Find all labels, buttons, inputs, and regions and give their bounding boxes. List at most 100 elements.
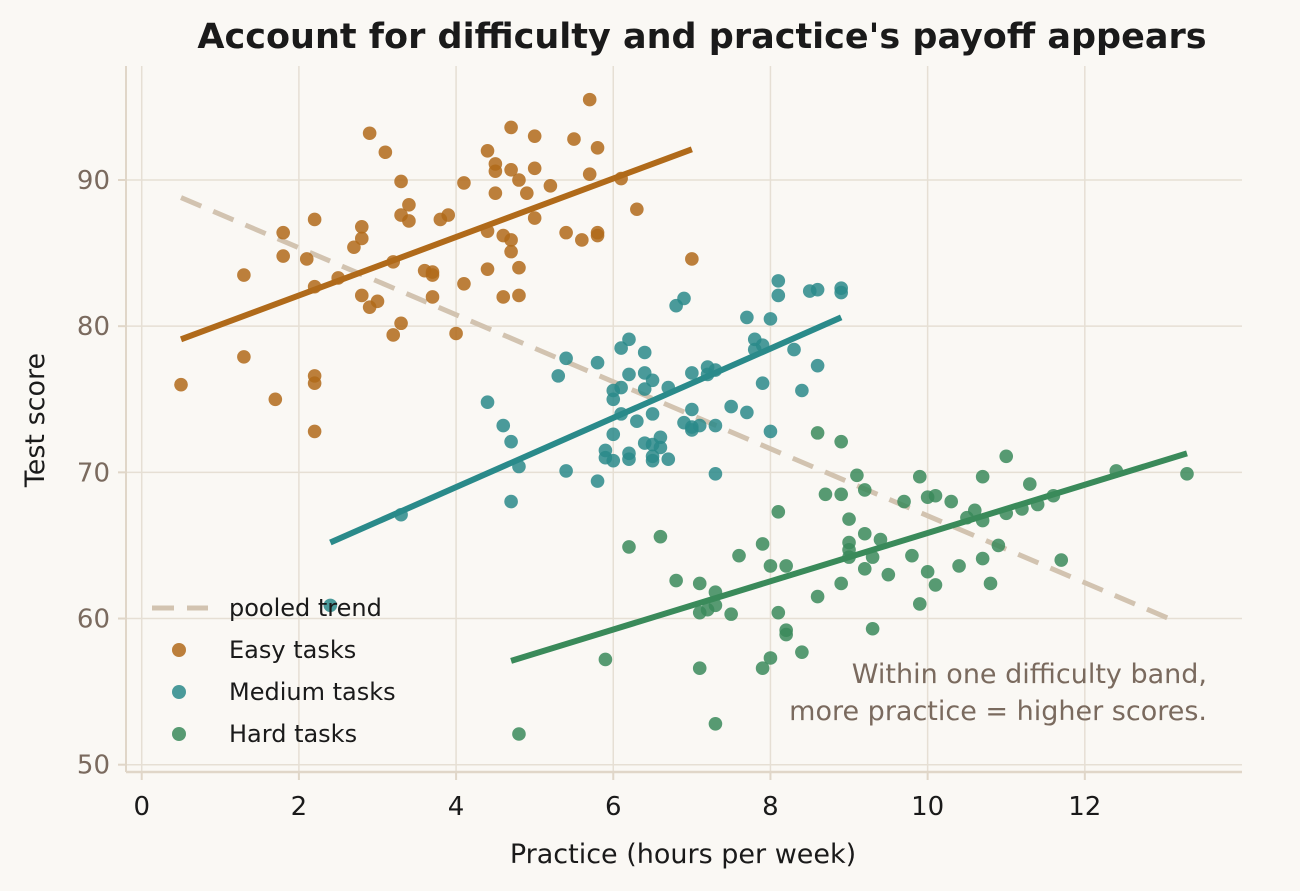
easy-tasks-point bbox=[394, 174, 408, 189]
medium-tasks-point bbox=[598, 443, 613, 458]
hard-tasks-point bbox=[983, 576, 998, 591]
medium-tasks-point bbox=[771, 274, 786, 288]
medium-tasks-point bbox=[645, 373, 660, 388]
hard-tasks-point bbox=[512, 727, 526, 741]
medium-tasks-point bbox=[559, 464, 573, 478]
medium-tasks-point bbox=[685, 366, 699, 380]
easy-tasks-point bbox=[237, 268, 251, 282]
hard-tasks-point bbox=[928, 578, 943, 592]
medium-tasks-point bbox=[551, 369, 566, 383]
hard-tasks-point bbox=[834, 576, 848, 591]
hard-tasks-point bbox=[920, 564, 935, 579]
medium-tasks-point bbox=[677, 291, 691, 306]
hard-tasks-point bbox=[912, 597, 927, 611]
easy-tasks-point bbox=[480, 262, 495, 276]
easy-tasks-point bbox=[527, 211, 542, 225]
easy-tasks-point bbox=[370, 294, 385, 309]
y-tick-label: 50 bbox=[77, 751, 110, 781]
hard-tasks-point bbox=[755, 537, 770, 551]
y-tick-label: 90 bbox=[77, 166, 110, 196]
easy-tasks-point bbox=[504, 244, 518, 259]
hard-tasks-point bbox=[622, 540, 636, 554]
easy-tasks-point bbox=[567, 132, 581, 146]
legend-medium-tasks-label: Medium tasks bbox=[229, 678, 396, 706]
x-tick-label: 4 bbox=[448, 792, 465, 822]
medium-tasks-point bbox=[480, 395, 495, 409]
medium-tasks-point bbox=[614, 341, 628, 355]
fit-lines-layer bbox=[179, 146, 1188, 664]
easy-tasks-point bbox=[480, 143, 495, 158]
hard-tasks-point bbox=[779, 559, 793, 573]
x-tick-label: 2 bbox=[291, 792, 308, 822]
medium-tasks-point bbox=[606, 453, 621, 468]
hard-tasks-point bbox=[928, 488, 943, 503]
legend-easy-tasks-label: Easy tasks bbox=[229, 636, 356, 664]
medium-tasks-point bbox=[559, 351, 573, 366]
easy-tasks-point bbox=[512, 173, 526, 187]
hard-tasks-point bbox=[857, 562, 872, 576]
medium-tasks-point bbox=[323, 598, 338, 613]
annotation-line-1: Within one difficulty band, bbox=[852, 659, 1207, 690]
legend-easy-tasks-swatch bbox=[172, 643, 186, 657]
hard-tasks-point bbox=[857, 483, 872, 497]
hard-tasks-point bbox=[755, 661, 770, 676]
hard-tasks-point bbox=[653, 529, 668, 544]
hard-tasks-point bbox=[779, 627, 793, 642]
hard-tasks-point bbox=[865, 621, 880, 636]
hard-tasks-point bbox=[975, 551, 990, 566]
hard-tasks-point bbox=[763, 651, 778, 665]
pooled-trend-layer bbox=[180, 195, 1181, 626]
medium-tasks-point bbox=[653, 440, 668, 455]
medium-tasks-point bbox=[622, 367, 636, 382]
hard-tasks-point bbox=[692, 576, 707, 591]
medium-tasks-point bbox=[504, 494, 518, 509]
hard-tasks-point bbox=[912, 469, 927, 484]
hard-tasks-point bbox=[598, 652, 613, 667]
easy-tasks-point bbox=[299, 252, 314, 266]
easy-tasks-point bbox=[425, 268, 440, 282]
annotation-line-2: more practice = higher scores. bbox=[789, 696, 1207, 727]
medium-tasks-point bbox=[724, 399, 738, 414]
medium-tasks-point bbox=[708, 418, 723, 433]
hard-tasks-point bbox=[708, 716, 723, 731]
medium-tasks-point bbox=[787, 342, 801, 357]
medium-tasks-point bbox=[637, 382, 652, 396]
easy-tasks-point bbox=[402, 214, 416, 228]
legend-pooled-label: pooled trend bbox=[229, 594, 382, 622]
hard-tasks-point bbox=[967, 503, 982, 518]
x-tick-label: 6 bbox=[605, 792, 622, 822]
easy-tasks-point bbox=[590, 228, 605, 243]
easy-tasks-point bbox=[504, 162, 518, 177]
hard-tasks-point bbox=[952, 559, 966, 573]
hard-tasks-point bbox=[857, 526, 872, 541]
easy-tasks-point bbox=[237, 350, 251, 364]
medium-tasks-point bbox=[810, 282, 825, 297]
easy-tasks-point bbox=[582, 167, 597, 181]
medium-tasks-point bbox=[708, 467, 723, 481]
hard-tasks-point bbox=[810, 426, 825, 440]
easy-tasks-point bbox=[276, 225, 290, 240]
pooled-trend-line bbox=[180, 195, 1181, 626]
easy-tasks-point bbox=[512, 288, 526, 303]
medium-tasks-point bbox=[653, 430, 668, 445]
easy-tasks-point bbox=[354, 288, 369, 303]
x-tick-label: 8 bbox=[762, 792, 779, 822]
easy-tasks-point bbox=[527, 129, 542, 143]
easy-tasks-point bbox=[520, 186, 534, 200]
easy-tasks-point bbox=[307, 212, 322, 227]
legend-hard-tasks-swatch bbox=[172, 727, 186, 741]
hard-tasks-point bbox=[795, 645, 809, 659]
easy-tasks-fit-line bbox=[179, 146, 693, 343]
medium-tasks-point bbox=[740, 405, 754, 420]
easy-tasks-point bbox=[354, 231, 369, 246]
medium-tasks-point bbox=[590, 355, 605, 370]
easy-tasks-point bbox=[527, 161, 542, 176]
hard-tasks-point bbox=[991, 538, 1006, 553]
easy-tasks-point bbox=[307, 424, 322, 439]
easy-tasks-point bbox=[575, 233, 589, 247]
legend-hard-tasks-label: Hard tasks bbox=[229, 720, 357, 748]
hard-tasks-point bbox=[1023, 477, 1037, 491]
medium-tasks-fit-line bbox=[329, 314, 843, 546]
easy-tasks-point bbox=[582, 92, 597, 107]
